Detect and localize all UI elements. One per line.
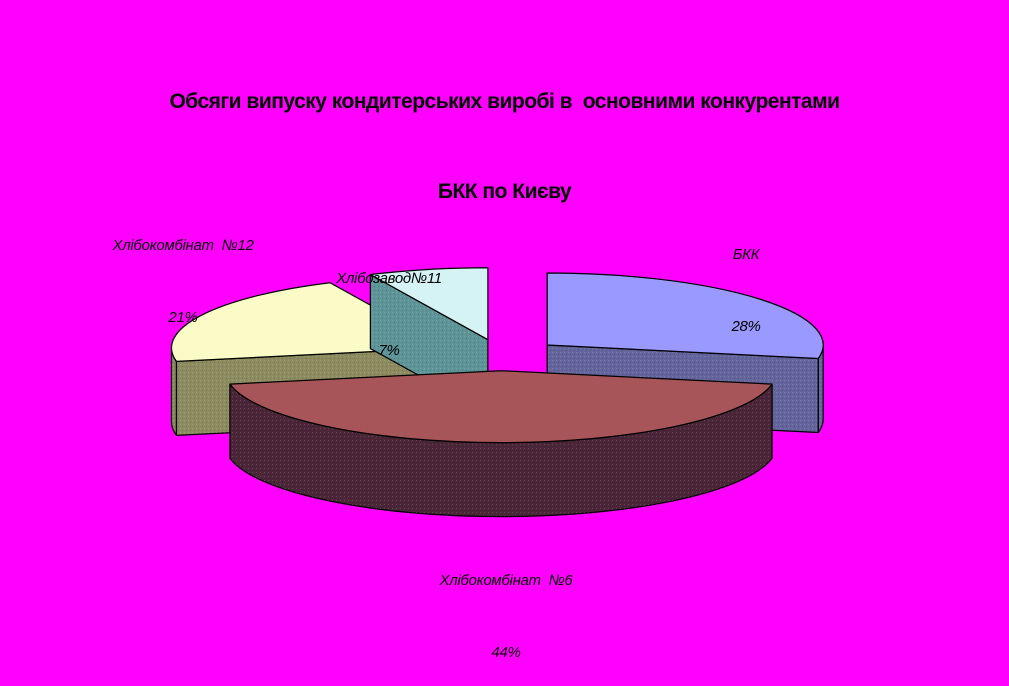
slice-label-bkk-pct: 28% — [731, 318, 761, 335]
slice-label-bkk: БКК 28% — [731, 195, 760, 387]
pie-slice-3-top-face — [369, 267, 489, 341]
slice-label-bkk-name: БКК — [732, 246, 760, 263]
slice-label-khlibokombinat-n12: Хлібокомбінат №12 21% — [112, 186, 253, 378]
pie-slice-1-outer-rim-texture — [229, 384, 773, 517]
slice-label-khlibokombinat-n6-name: Хлібокомбінат №6 — [439, 572, 573, 589]
pie-slice-0-outer-rim-texture — [818, 345, 824, 433]
chart-title-line1: Обсяги випуску кондитерських виробі в ос… — [169, 90, 840, 113]
slice-label-khlibozavod-n11: Хлібозавод№11 7% — [336, 219, 442, 411]
slice-label-khlibokombinat-n12-pct: 21% — [168, 309, 198, 326]
slice-label-khlibozavod-n11-pct: 7% — [378, 342, 400, 359]
slice-label-khlibokombinat-n6-pct: 44% — [491, 644, 521, 661]
slice-label-khlibozavod-n11-name: Хлібозавод№11 — [336, 270, 442, 287]
slice-label-khlibokombinat-n12-name: Хлібокомбінат №12 — [112, 237, 254, 254]
chart-title: Обсяги випуску кондитерських виробі в ос… — [0, 27, 1009, 267]
pie-slice-2-outer-rim-texture — [171, 347, 177, 436]
pie-slice-1-top-face — [229, 370, 773, 444]
pie-slice-0-top-face — [546, 272, 824, 360]
chart-title-line2: БКК по Києву — [437, 180, 572, 203]
slice-label-khlibokombinat-n6: Хлібокомбінат №6 44% — [440, 521, 573, 686]
